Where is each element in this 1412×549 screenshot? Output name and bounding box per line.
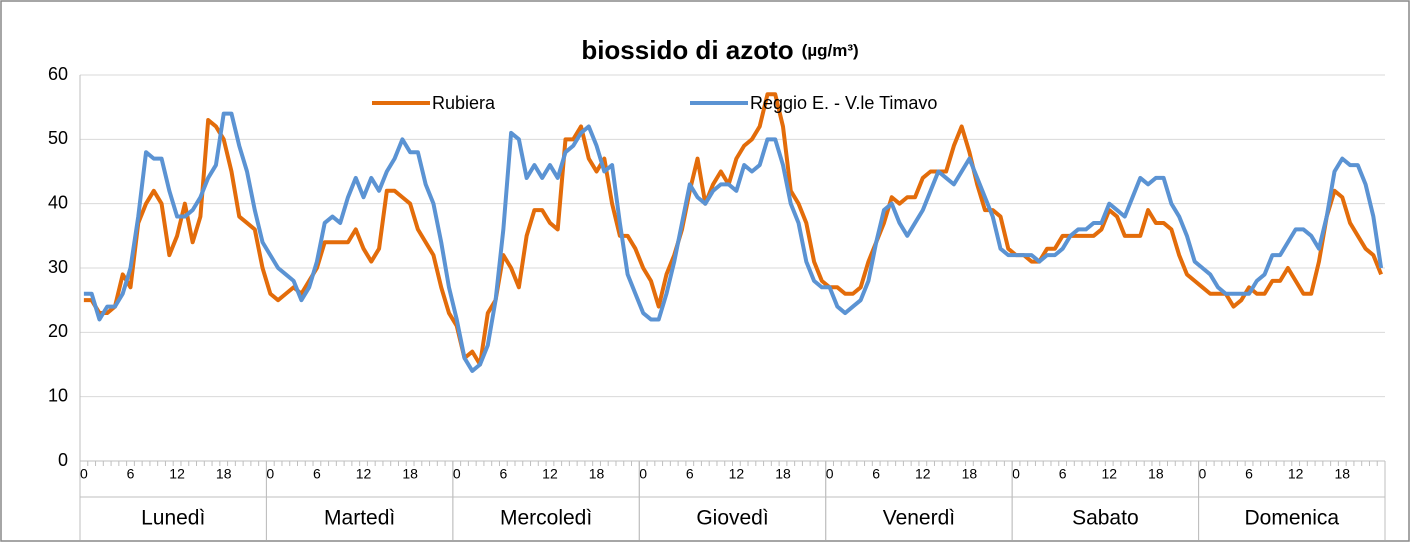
x-tick-label: 12 <box>1101 466 1117 482</box>
y-tick-label: 40 <box>48 192 68 212</box>
group-label: Giovedì <box>696 507 768 530</box>
x-tick-label: 12 <box>729 466 745 482</box>
chart-title-group: biossido di azoto (µg/m³) <box>581 35 858 65</box>
x-tick-label: 0 <box>1012 466 1020 482</box>
x-tick-label: 18 <box>216 466 232 482</box>
chart-title: biossido di azoto <box>581 35 793 65</box>
group-label: Mercoledì <box>500 507 592 530</box>
x-tick-label: 0 <box>826 466 834 482</box>
x-tick-label: 0 <box>80 466 88 482</box>
x-tick-label: 18 <box>1148 466 1164 482</box>
legend-label: Rubiera <box>432 93 496 113</box>
y-tick-label: 60 <box>48 64 68 84</box>
x-tick-label: 6 <box>1245 466 1253 482</box>
x-tick-label: 18 <box>402 466 418 482</box>
x-tick-label: 12 <box>542 466 558 482</box>
x-tick-label: 12 <box>356 466 372 482</box>
x-tick-label: 0 <box>453 466 461 482</box>
series-line <box>83 111 1384 373</box>
group-label: Martedì <box>324 507 395 530</box>
x-tick-label: 6 <box>313 466 321 482</box>
x-tick-label: 12 <box>169 466 185 482</box>
x-tick-label: 18 <box>589 466 605 482</box>
x-tick-label: 18 <box>962 466 978 482</box>
y-tick-label: 30 <box>48 257 68 277</box>
x-tick-label: 0 <box>1199 466 1207 482</box>
y-tick-label: 20 <box>48 321 68 341</box>
y-tick-label: 10 <box>48 385 68 405</box>
group-label: Sabato <box>1072 507 1139 530</box>
x-tick-label: 0 <box>639 466 647 482</box>
x-tick-label: 18 <box>775 466 791 482</box>
x-tick-label: 6 <box>872 466 880 482</box>
legend-label: Reggio E. - V.le Timavo <box>750 93 937 113</box>
group-label: Domenica <box>1245 507 1340 530</box>
group-label: Lunedì <box>141 507 205 530</box>
x-tick-label: 6 <box>1059 466 1067 482</box>
x-tick-label: 6 <box>127 466 135 482</box>
y-tick-label: 50 <box>48 128 68 148</box>
x-tick-label: 6 <box>499 466 507 482</box>
x-tick-label: 6 <box>686 466 694 482</box>
chart-title-unit: (µg/m³) <box>802 41 859 60</box>
y-tick-label: 0 <box>58 450 68 470</box>
group-label: Venerdì <box>883 507 955 530</box>
x-tick-label: 12 <box>1288 466 1304 482</box>
x-tick-label: 12 <box>915 466 931 482</box>
x-tick-label: 18 <box>1334 466 1350 482</box>
x-tick-label: 0 <box>266 466 274 482</box>
